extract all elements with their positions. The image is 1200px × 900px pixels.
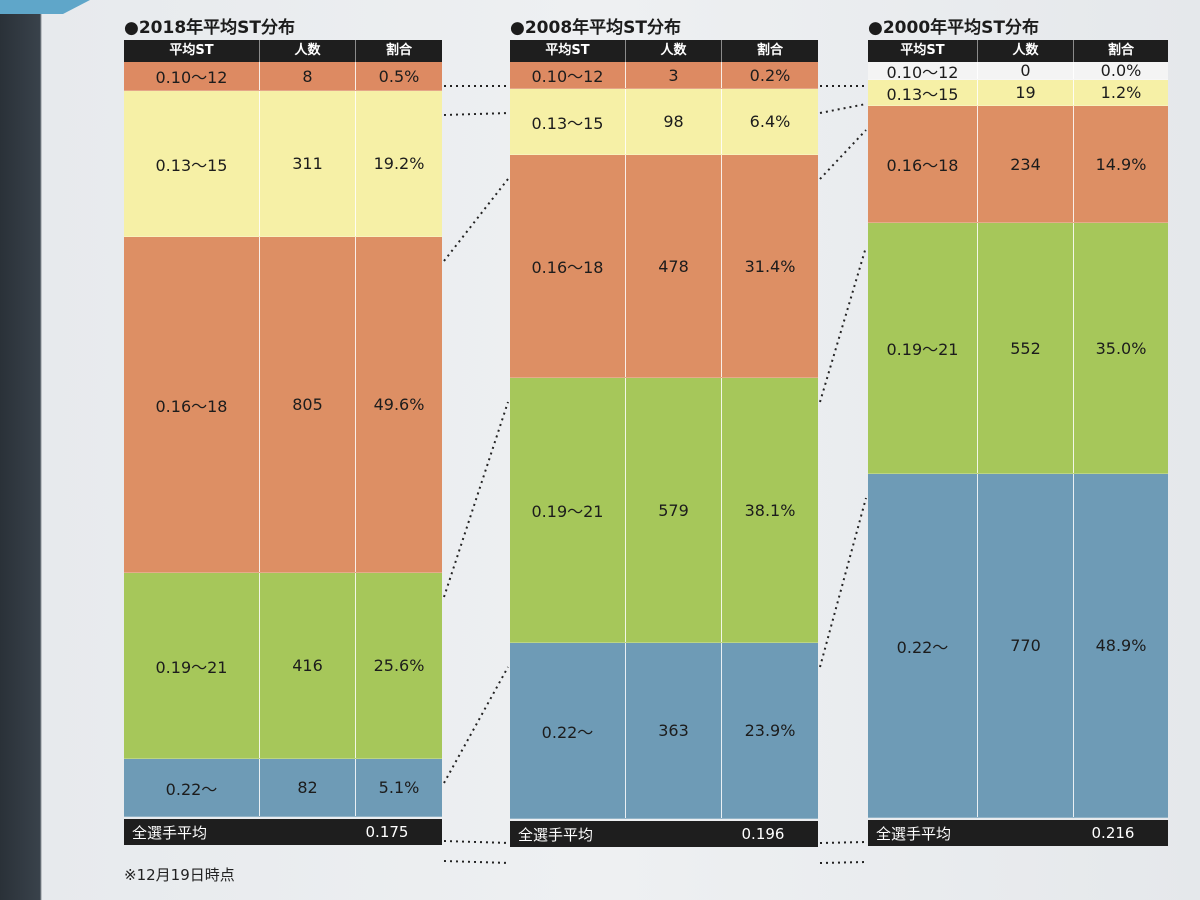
st-range-cell: 0.16〜18 <box>124 237 260 572</box>
percent-cell: 1.2% <box>1100 83 1142 102</box>
count-cell: 311 <box>260 91 356 236</box>
percent-cell: 25.6% <box>373 656 425 675</box>
table-row: 0.16〜18 805 49.6% <box>124 237 442 573</box>
st-range-cell: 0.22〜 <box>124 759 260 816</box>
column-header: 人数 <box>978 40 1074 62</box>
column-header: 平均ST <box>868 40 978 62</box>
st-range-cell: 0.19〜21 <box>868 223 978 473</box>
overall-average-row: 全選手平均 0.175 <box>124 819 442 845</box>
percent-cell: 48.9% <box>1095 636 1147 655</box>
percent-cell: 0.2% <box>749 65 791 85</box>
table-row: 0.22〜 82 5.1% <box>124 759 442 817</box>
table-row: 0.10〜12 3 0.2% <box>510 62 818 89</box>
overall-average-value: 0.216 <box>1091 824 1135 842</box>
count-cell: 19 <box>978 80 1074 105</box>
percent-cell: 14.9% <box>1095 154 1147 174</box>
count-cell: 579 <box>626 378 722 642</box>
st-range-cell: 0.13〜15 <box>510 89 626 154</box>
table-row: 0.22〜 770 48.9% <box>868 474 1168 818</box>
st-range-cell: 0.22〜 <box>868 474 978 817</box>
overall-average-row: 全選手平均 0.196 <box>510 821 818 847</box>
percent-cell: 19.2% <box>373 154 425 173</box>
column-header: 人数 <box>626 40 722 62</box>
count-cell: 770 <box>978 474 1074 817</box>
panel-title: ●2008年平均ST分布 <box>510 18 681 38</box>
page-corner-accent <box>0 0 90 14</box>
st-range-cell: 0.10〜12 <box>510 62 626 88</box>
table-row: 0.22〜 363 23.9% <box>510 643 818 819</box>
st-range-cell: 0.22〜 <box>510 643 626 818</box>
st-range-cell: 0.19〜21 <box>124 573 260 758</box>
table-row: 0.19〜21 552 35.0% <box>868 223 1168 474</box>
percent-cell: 0.0% <box>1100 61 1142 80</box>
percent-cell: 35.0% <box>1095 338 1147 358</box>
count-cell: 8 <box>260 62 356 90</box>
column-header: 人数 <box>260 40 356 62</box>
column-header: 割合 <box>385 43 412 58</box>
table-row: 0.19〜21 579 38.1% <box>510 378 818 643</box>
table-row: 0.19〜21 416 25.6% <box>124 573 442 759</box>
count-cell: 82 <box>260 759 356 816</box>
st-range-cell: 0.13〜15 <box>124 91 260 236</box>
table-header: 平均ST 人数 割合 <box>510 40 818 62</box>
count-cell: 416 <box>260 573 356 758</box>
count-cell: 3 <box>626 62 722 88</box>
st-range-cell: 0.13〜15 <box>868 80 978 105</box>
count-cell: 0 <box>978 61 1074 80</box>
percent-cell: 23.9% <box>744 721 796 740</box>
overall-average-label: 全選手平均 <box>132 823 208 842</box>
footnote: ※12月19日時点 <box>124 866 235 884</box>
table-header: 平均ST 人数 割合 <box>124 40 442 62</box>
table-row: 0.13〜15 311 19.2% <box>124 91 442 237</box>
percent-cell: 5.1% <box>378 778 420 797</box>
panel-title: ●2000年平均ST分布 <box>868 18 1039 38</box>
count-cell: 98 <box>626 89 722 154</box>
st-range-cell: 0.16〜18 <box>868 106 978 222</box>
count-cell: 234 <box>978 106 1074 222</box>
column-header: 割合 <box>1107 43 1134 58</box>
table-header: 平均ST 人数 割合 <box>868 40 1168 62</box>
percent-cell: 49.6% <box>373 395 425 414</box>
st-range-cell: 0.16〜18 <box>510 155 626 377</box>
count-cell: 478 <box>626 155 722 377</box>
count-cell: 363 <box>626 643 722 818</box>
percent-cell: 38.1% <box>744 500 796 520</box>
table-row: 0.10〜12 8 0.5% <box>124 62 442 91</box>
table-row: 0.16〜18 478 31.4% <box>510 155 818 378</box>
column-header: 平均ST <box>510 40 626 62</box>
overall-average-value: 0.175 <box>365 823 409 841</box>
percent-cell: 31.4% <box>744 256 796 276</box>
percent-cell: 0.5% <box>378 66 420 86</box>
st-range-cell: 0.10〜12 <box>124 62 260 90</box>
st-range-cell: 0.19〜21 <box>510 378 626 642</box>
overall-average-value: 0.196 <box>741 825 785 843</box>
table-row: 0.13〜15 98 6.4% <box>510 89 818 155</box>
overall-average-row: 全選手平均 0.216 <box>868 820 1168 846</box>
overall-average-label: 全選手平均 <box>518 825 594 844</box>
table-row: 0.10〜12 0 0.0% <box>868 61 1168 82</box>
count-cell: 552 <box>978 223 1074 473</box>
st-range-cell: 0.10〜12 <box>868 62 978 82</box>
overall-average-label: 全選手平均 <box>876 824 952 843</box>
column-header: 割合 <box>756 43 783 58</box>
table-row: 0.16〜18 234 14.9% <box>868 106 1168 223</box>
count-cell: 805 <box>260 237 356 572</box>
percent-cell: 6.4% <box>749 112 791 131</box>
panel-title: ●2018年平均ST分布 <box>124 18 295 38</box>
column-header: 平均ST <box>124 40 260 62</box>
table-row: 0.13〜15 19 1.2% <box>868 80 1168 106</box>
